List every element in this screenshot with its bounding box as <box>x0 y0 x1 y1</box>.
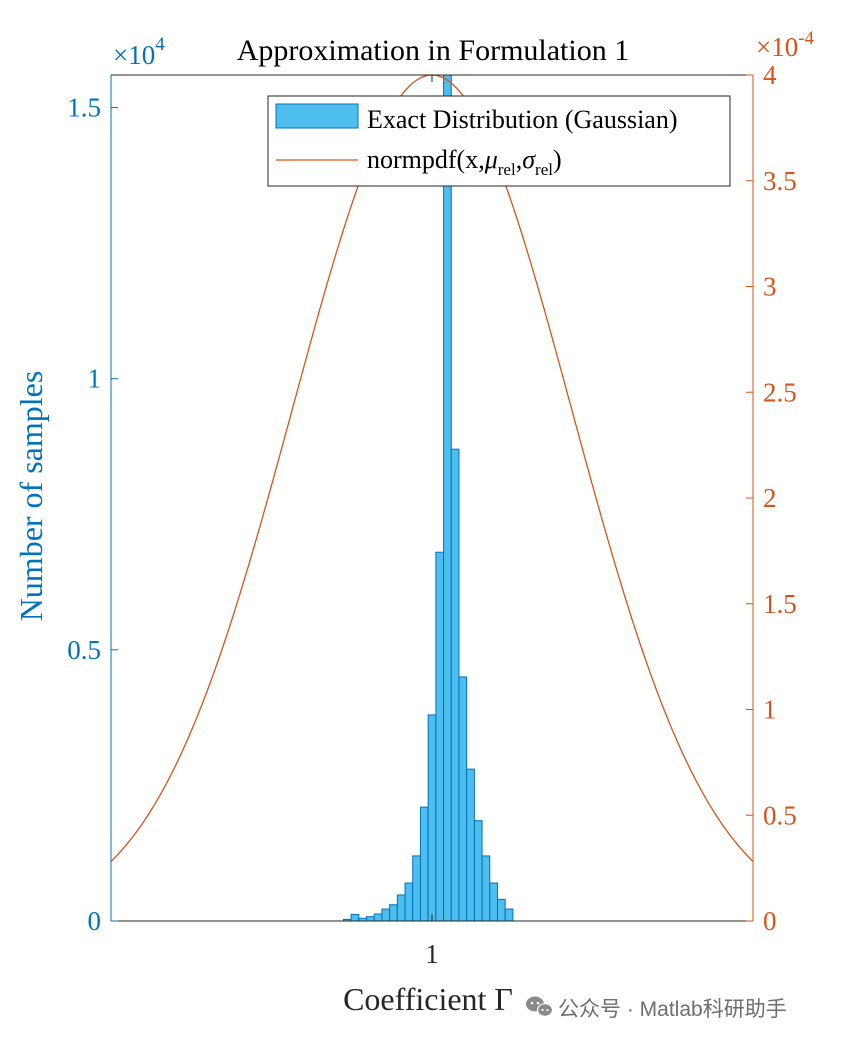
histogram-bar <box>473 820 483 922</box>
histogram-bar <box>435 551 445 922</box>
right-axis-tick-label: 0 <box>763 906 777 936</box>
chart-title: Approximation in Formulation 1 <box>237 34 629 67</box>
left-axis-tick-label: 1 <box>88 364 102 394</box>
left-axis-tick-label: 0 <box>88 906 102 936</box>
svg-text:×10-4: ×10-4 <box>756 28 815 62</box>
right-axis-tick-label: 0.5 <box>763 800 797 830</box>
right-exponent-label: ×10-4 <box>756 28 815 62</box>
histogram-bar <box>396 894 406 922</box>
watermark-text: 公众号 · Matlab科研助手 <box>558 998 787 1021</box>
x-axis-label: Coefficient Γ <box>343 981 513 1017</box>
right-exponent-power: -4 <box>798 28 814 49</box>
left-exponent-base: ×10 <box>113 40 155 70</box>
right-axis-tick-label: 2.5 <box>763 377 797 407</box>
histogram-bar <box>366 916 375 922</box>
histogram-bar <box>389 904 398 922</box>
watermark: 公众号 · Matlab科研助手 <box>526 996 787 1021</box>
histogram-bar <box>350 913 360 922</box>
histogram-bar <box>373 913 383 922</box>
legend-curve-label: normpdf(x,μrel,σrel) <box>367 145 562 179</box>
histogram-bar <box>381 908 391 922</box>
histogram-bar <box>412 855 421 922</box>
left-exponent-power: 4 <box>155 34 165 55</box>
left-axis-tick-label: 1.5 <box>67 93 101 123</box>
right-axis-tick-label: 3 <box>763 272 777 302</box>
histogram-bar <box>443 74 452 922</box>
legend-histogram-swatch <box>275 103 359 129</box>
histogram-bar <box>419 806 429 922</box>
histogram-bar <box>404 882 414 922</box>
right-axis-tick-label: 2 <box>763 483 777 513</box>
left-axis-tick-label: 0.5 <box>67 635 101 665</box>
legend-histogram-label: Exact Distribution (Gaussian) <box>367 105 678 134</box>
right-axis-tick-label: 3.5 <box>763 166 797 196</box>
histogram-bar <box>481 855 491 922</box>
right-axis-tick-label: 1.5 <box>763 589 797 619</box>
right-exponent-base: ×10 <box>756 32 798 62</box>
histogram-bar <box>504 908 514 922</box>
right-axis-tick-label: 1 <box>763 695 777 725</box>
histogram-bar <box>427 714 437 922</box>
svg-text:×104: ×104 <box>113 34 165 70</box>
left-exponent-label: ×104 <box>113 34 165 70</box>
histogram-bar <box>466 768 475 922</box>
plot-layer: 0 0.5 1 1.5 0 0.5 1 1.5 2 2.5 3 3.5 4 1 <box>67 60 797 969</box>
histogram-bar <box>450 448 460 922</box>
histogram-bar <box>496 898 506 922</box>
histogram-bar <box>458 676 468 922</box>
wechat-icon <box>526 996 554 1017</box>
right-axis-tick-label: 4 <box>763 60 777 90</box>
histogram-bar <box>489 882 498 922</box>
legend: Exact Distribution (Gaussian) normpdf(x,… <box>267 95 731 187</box>
left-axis-label: Number of samples <box>13 371 49 622</box>
x-axis-tick-label: 1 <box>425 939 439 969</box>
